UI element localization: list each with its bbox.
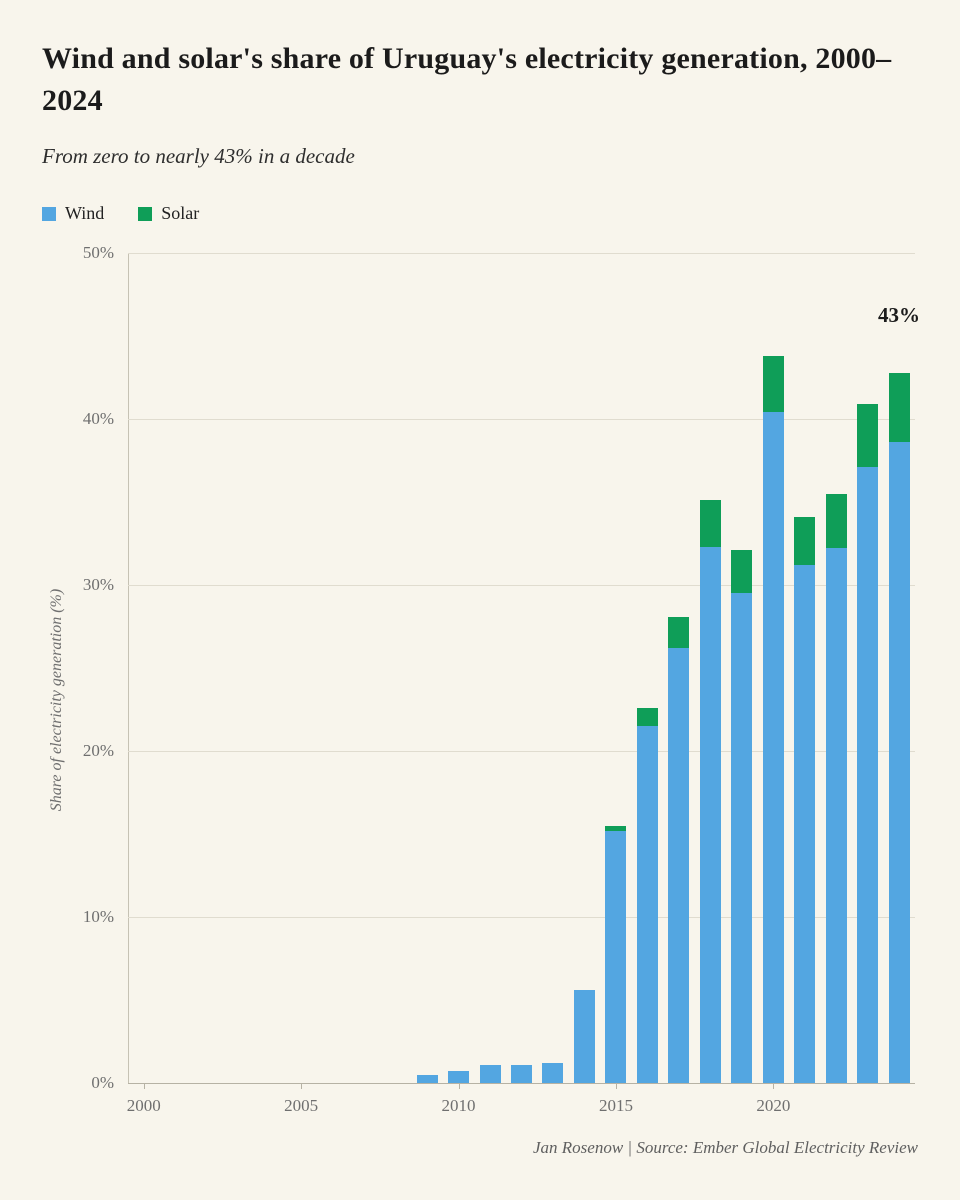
gridline-10 bbox=[128, 917, 915, 918]
y-tick-label-20: 20% bbox=[82, 741, 114, 760]
y-tick-label-10: 10% bbox=[82, 907, 114, 926]
legend-label-solar: Solar bbox=[161, 203, 200, 223]
x-tick-label-2005: 2005 bbox=[284, 1096, 319, 1115]
bar-solar-2021 bbox=[794, 516, 816, 566]
bar-wind-2012 bbox=[511, 1064, 532, 1083]
bar-wind-2019 bbox=[731, 593, 753, 1083]
bar-wind-2021 bbox=[794, 565, 816, 1083]
peak-value-annotation: 43% bbox=[878, 303, 920, 327]
solar-swatch-icon bbox=[138, 206, 153, 221]
gridline-20 bbox=[128, 751, 915, 752]
legend: Wind Solar bbox=[42, 203, 199, 224]
bar-solar-2015 bbox=[605, 825, 627, 831]
gridline-0 bbox=[128, 1083, 915, 1084]
legend-item-wind: Wind bbox=[42, 203, 104, 224]
bar-solar-2017 bbox=[668, 616, 690, 649]
chart-subtitle: From zero to nearly 43% in a decade bbox=[42, 144, 355, 168]
bar-wind-2018 bbox=[699, 546, 721, 1083]
x-tick-mark-2005 bbox=[301, 1083, 303, 1089]
bar-wind-2014 bbox=[573, 990, 595, 1083]
x-tick-label-2000: 2000 bbox=[126, 1096, 161, 1115]
gridline-30 bbox=[128, 585, 915, 586]
bar-solar-2024 bbox=[888, 372, 910, 443]
chart-title: Wind and solar's share of Uruguay's elec… bbox=[42, 42, 892, 117]
x-tick-mark-2000 bbox=[143, 1083, 145, 1089]
bar-wind-2020 bbox=[762, 412, 784, 1083]
wind-swatch-icon bbox=[42, 206, 56, 221]
y-axis-line bbox=[128, 253, 129, 1083]
source-credit: Jan Rosenow | Source: Ember Global Elect… bbox=[532, 1138, 918, 1157]
bar-solar-2018 bbox=[699, 500, 721, 547]
y-tick-label-40: 40% bbox=[82, 409, 114, 428]
bar-wind-2022 bbox=[825, 548, 847, 1083]
x-tick-mark-2015 bbox=[615, 1083, 617, 1089]
x-tick-label-2015: 2015 bbox=[598, 1096, 633, 1115]
y-tick-label-0: 0% bbox=[91, 1073, 114, 1092]
plot-area: 0% 10% 20% 30% 40% 50% 2000 2005 2010 2015 2020 bbox=[83, 243, 915, 1115]
x-tick-label-2010: 2010 bbox=[441, 1096, 476, 1115]
x-tick-mark-2020 bbox=[773, 1083, 775, 1089]
x-tick-mark-2010 bbox=[458, 1083, 460, 1089]
bar-wind-2013 bbox=[542, 1063, 564, 1083]
y-tick-label-50: 50% bbox=[82, 243, 114, 262]
bar-wind-2016 bbox=[636, 726, 658, 1083]
bar-wind-2010 bbox=[448, 1071, 470, 1083]
legend-label-wind: Wind bbox=[65, 203, 105, 223]
bar-solar-2023 bbox=[857, 404, 879, 468]
bar-wind-2017 bbox=[668, 648, 690, 1083]
bar-wind-2024 bbox=[888, 442, 910, 1083]
bar-solar-2019 bbox=[731, 550, 753, 594]
legend-item-solar: Solar bbox=[138, 203, 199, 224]
gridline-50 bbox=[128, 253, 915, 254]
bar-wind-2009 bbox=[416, 1074, 438, 1083]
gridline-40 bbox=[128, 419, 915, 420]
x-tick-label-2020: 2020 bbox=[756, 1096, 791, 1115]
bar-solar-2022 bbox=[825, 493, 847, 549]
bar-wind-2011 bbox=[479, 1064, 501, 1083]
bar-solar-2016 bbox=[636, 707, 658, 727]
y-tick-label-30: 30% bbox=[82, 575, 114, 594]
y-axis-title: Share of electricity generation (%) bbox=[48, 588, 65, 812]
bar-solar-2020 bbox=[762, 355, 784, 413]
bar-wind-2015 bbox=[605, 830, 627, 1083]
bar-wind-2023 bbox=[857, 467, 879, 1083]
